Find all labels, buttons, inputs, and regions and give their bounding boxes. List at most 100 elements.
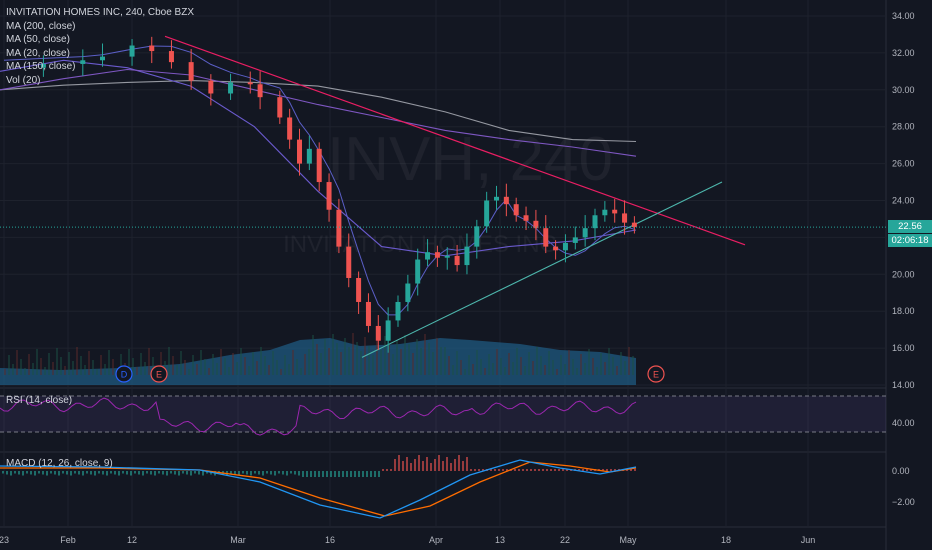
volume-bar	[136, 367, 138, 375]
volume-bar	[352, 333, 354, 375]
candle-body	[168, 51, 174, 63]
x-tick-label: May	[619, 535, 637, 545]
macd-histogram-bar	[6, 471, 8, 475]
macd-histogram-bar	[426, 457, 428, 471]
volume-bar	[76, 347, 78, 375]
volume-bar	[340, 352, 342, 375]
volume-bar	[40, 358, 42, 375]
x-tick-label: 22	[560, 535, 570, 545]
x-tick-label: Feb	[60, 535, 76, 545]
rsi-label[interactable]: RSI (14, close)	[6, 395, 73, 406]
candle-body	[306, 148, 312, 164]
volume-bar	[400, 349, 402, 375]
volume-bar	[568, 350, 570, 375]
volume-bar	[228, 367, 230, 375]
macd-histogram-bar	[266, 471, 268, 474]
macd-histogram-bar	[246, 471, 248, 475]
volume-bar	[224, 358, 226, 375]
volume-bar	[500, 358, 502, 375]
candle-body	[287, 117, 293, 140]
macd-histogram-bar	[206, 471, 208, 474]
rsi-tick: 40.00	[892, 418, 915, 428]
volume-bar	[264, 356, 266, 375]
candle-body	[80, 60, 86, 64]
macd-histogram-bar	[318, 471, 320, 477]
volume-bar	[132, 358, 134, 375]
volume-bar	[120, 354, 122, 375]
candle-body	[494, 196, 499, 201]
y-tick-label: 18.00	[892, 306, 915, 316]
macd-histogram-bar	[182, 471, 184, 474]
macd-histogram-bar	[446, 457, 448, 471]
last-price-badge: 22.56	[888, 220, 932, 233]
volume-bar	[624, 361, 626, 375]
volume-bar	[368, 346, 370, 375]
volume-bar	[520, 357, 522, 375]
volume-bar	[372, 355, 374, 375]
macd-histogram-bar	[362, 471, 364, 477]
macd-histogram-bar	[310, 471, 312, 477]
candle-body	[385, 320, 391, 341]
macd-label[interactable]: MACD (12, 26, close, 9)	[6, 458, 113, 469]
indicator-ma50[interactable]: MA (50, close)	[6, 34, 70, 46]
candle-body	[582, 228, 588, 238]
volume-bar	[196, 364, 198, 375]
y-tick-label: 20.00	[892, 269, 915, 279]
ma50-line	[0, 59, 637, 257]
volume-bar	[64, 366, 66, 375]
macd-histogram-bar	[434, 459, 436, 471]
indicator-ma20[interactable]: MA (20, close)	[6, 47, 70, 59]
macd-histogram-bar	[610, 469, 612, 471]
macd-histogram-bar	[2, 471, 4, 474]
macd-histogram-bar	[106, 471, 108, 476]
volume-bar	[492, 363, 494, 375]
candle-body	[464, 246, 470, 266]
macd-histogram-bar	[334, 471, 336, 477]
macd-histogram-bar	[114, 471, 116, 475]
macd-histogram-bar	[538, 469, 540, 471]
macd-histogram-bar	[358, 471, 360, 477]
macd-histogram-bar	[22, 471, 24, 476]
indicator-ma150[interactable]: MA (150, close)	[6, 61, 76, 73]
y-tick-label: 30.00	[892, 85, 915, 95]
volume-bar	[236, 362, 238, 375]
macd-histogram-bar	[306, 471, 308, 477]
volume-bar	[496, 349, 498, 375]
macd-histogram-bar	[130, 471, 132, 476]
macd-histogram-bar	[54, 471, 56, 475]
volume-bar	[620, 352, 622, 375]
candle-body	[602, 209, 608, 216]
volume-bar	[484, 368, 486, 375]
volume-bar	[140, 353, 142, 375]
macd-histogram-bar	[38, 471, 40, 474]
volume-bar	[348, 347, 350, 375]
macd-histogram-bar	[298, 471, 300, 476]
volume-bar	[544, 365, 546, 375]
volume-bar	[28, 354, 30, 375]
candle-body	[533, 220, 539, 229]
volume-bar	[320, 353, 322, 375]
volume-bar	[144, 362, 146, 375]
volume-bar	[296, 359, 298, 375]
volume-bar	[212, 354, 214, 375]
volume-bar	[180, 351, 182, 375]
candle-body	[129, 45, 135, 57]
indicator-ma200[interactable]: MA (200, close)	[6, 20, 76, 32]
volume-bar	[112, 359, 114, 375]
volume-bar	[436, 338, 438, 375]
candle-body	[247, 82, 253, 85]
candle-body	[375, 325, 381, 341]
volume-bar	[476, 350, 478, 375]
macd-histogram-bar	[466, 457, 468, 471]
volume-bar	[240, 348, 242, 375]
volume-bar	[508, 353, 510, 375]
indicator-volume[interactable]: Vol (20)	[6, 74, 41, 86]
volume-bar	[592, 358, 594, 375]
candle-body	[434, 252, 440, 258]
macd-histogram-bar	[198, 471, 200, 475]
volume-bar	[52, 362, 54, 375]
x-tick-label: 18	[721, 535, 731, 545]
volume-bar	[96, 369, 98, 375]
candle-body	[523, 215, 529, 221]
